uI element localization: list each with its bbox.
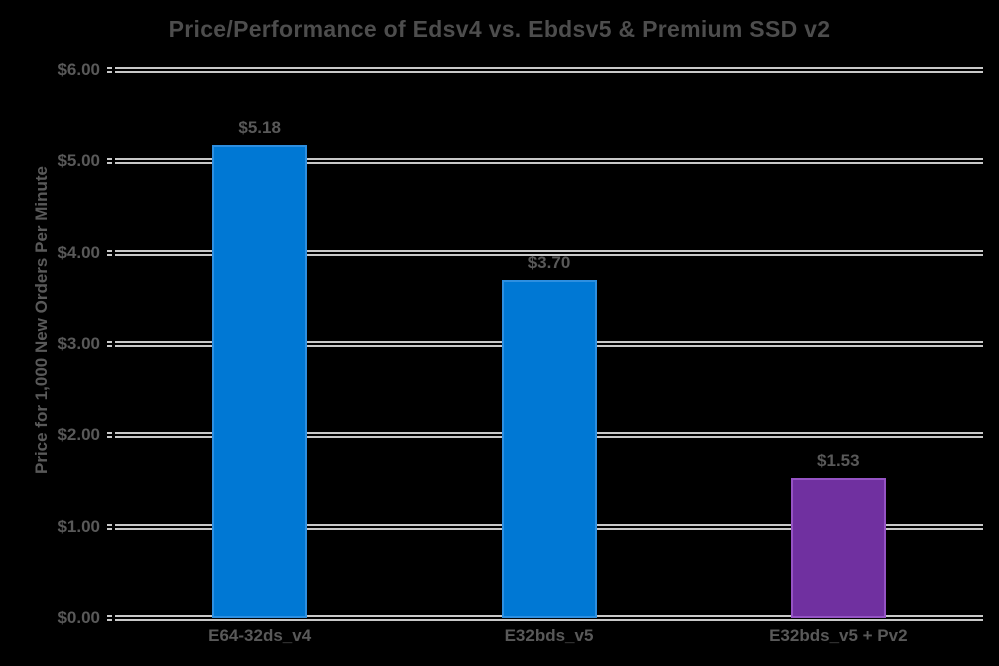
y-axis-title: Price for 1,000 New Orders Per Minute [32, 165, 51, 475]
bar-value-label: $3.70 [527, 253, 571, 273]
bar-value-label: $1.53 [817, 451, 860, 471]
plot-area: $0.00 $1.00 $2.00 $3.00 $4.00 $5.00 $6.00 $5.18… [57, 60, 983, 645]
gridline [115, 67, 983, 73]
bar [212, 144, 308, 618]
chart-title: Price/Performance of Edsv4 vs. Ebdsv5 & … [168, 16, 831, 42]
bar-value-label: $5.18 [238, 117, 281, 137]
bar [501, 280, 597, 618]
y-tick-label: $5.00 [57, 151, 100, 171]
gridline [115, 158, 983, 165]
x-category-label: E32bds_v5 + Pv2 [769, 626, 908, 645]
y-tick-label: $6.00 [57, 60, 100, 79]
y-tick-label: $1.00 [57, 516, 100, 536]
y-axis-tick [107, 158, 112, 165]
y-axis-tick [107, 432, 112, 439]
y-axis-tick [107, 249, 112, 256]
y-tick-label: $3.00 [57, 334, 100, 353]
x-category-label: E32bds_v5 [504, 626, 594, 645]
y-tick-label: $2.00 [57, 425, 100, 445]
y-axis-tick [107, 67, 112, 73]
y-tick-label: $0.00 [57, 608, 100, 627]
x-category-label: E64-32ds_v4 [208, 626, 312, 645]
bar [790, 478, 886, 618]
y-axis-tick [107, 523, 112, 530]
y-axis-tick [107, 341, 112, 347]
y-axis-tick [107, 615, 112, 621]
gridline [115, 249, 983, 256]
y-tick-label: $4.00 [57, 242, 100, 262]
